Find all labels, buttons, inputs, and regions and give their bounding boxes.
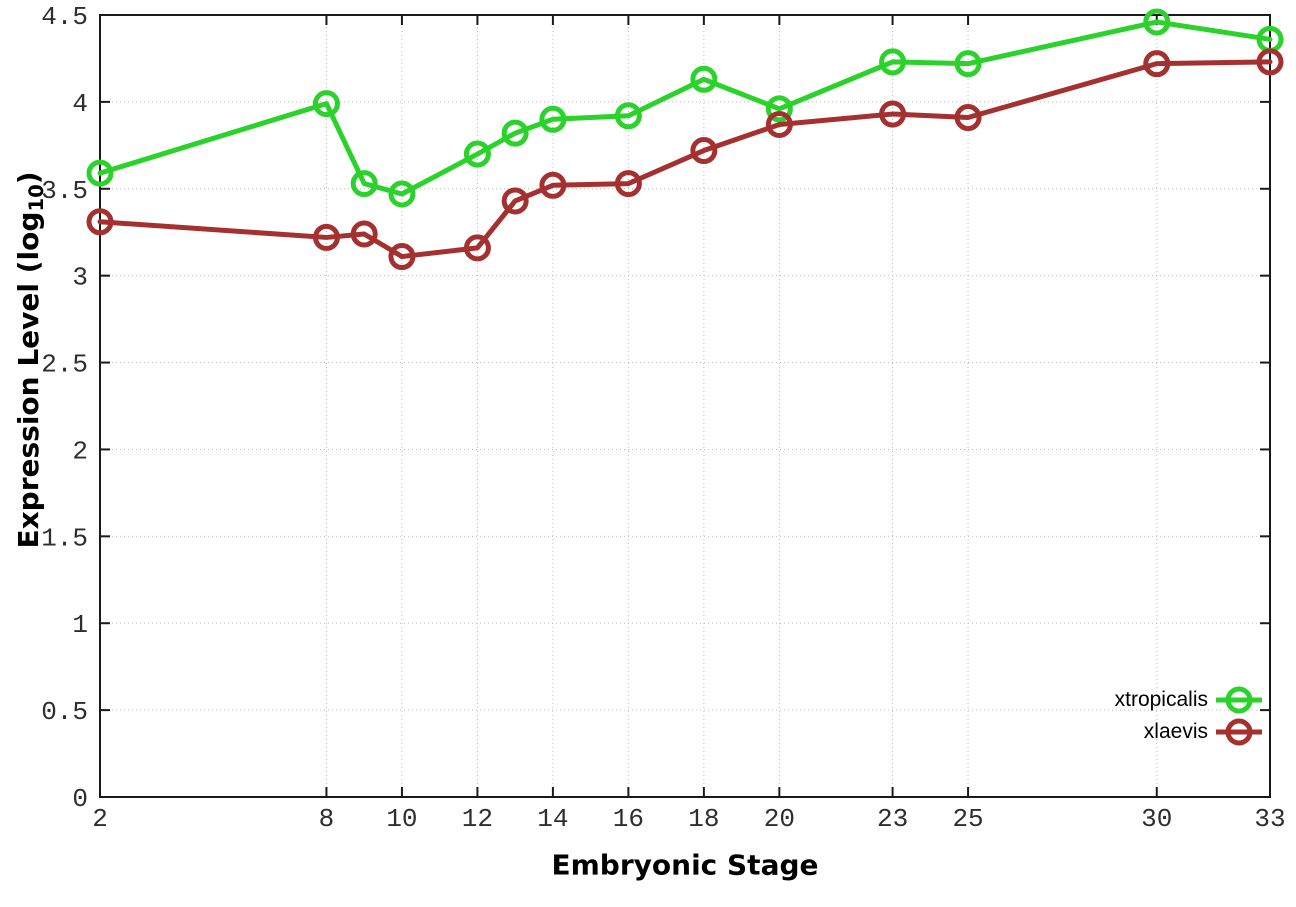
legend-label-xlaevis: xlaevis (1143, 720, 1208, 743)
y-axis-label-suffix: ) (12, 171, 46, 185)
x-tick-label-12: 12 (462, 804, 493, 834)
x-axis-label: Embryonic Stage (551, 848, 819, 882)
data-point-xlaevis-stage-23 (879, 100, 907, 128)
data-point-xlaevis-stage-9 (350, 220, 378, 248)
data-point-xtropicalis-stage-25 (954, 50, 982, 78)
y-tick-label-4.5: 4.5 (41, 2, 88, 32)
data-point-xlaevis-stage-16 (614, 170, 642, 198)
x-tick-label-20: 20 (764, 804, 795, 834)
tick-marks (99, 14, 1271, 798)
y-axis-label: Expression Level (log10) (12, 171, 48, 548)
y-tick-label-3: 3 (72, 263, 88, 293)
data-point-xtropicalis-stage-2 (86, 159, 114, 187)
data-point-xlaevis-stage-33 (1256, 48, 1284, 76)
open-circle-marker-icon (1216, 686, 1262, 714)
data-point-xtropicalis-stage-13 (501, 119, 529, 147)
data-point-xlaevis-stage-30 (1143, 50, 1171, 78)
series-xtropicalis (86, 8, 1284, 208)
data-point-xlaevis-stage-8 (312, 223, 340, 251)
y-tick-labels: 0 0.5 1 1.5 2 2.5 3 3.5 4 4.5 (41, 2, 88, 814)
x-tick-labels: 2 8 10 12 14 16 18 20 23 25 30 33 (92, 804, 1285, 834)
legend-entry-xlaevis: xlaevis (1144, 716, 1264, 748)
data-point-xlaevis-stage-10 (388, 243, 416, 271)
series-xlaevis (86, 48, 1284, 271)
legend-entry-xtropicalis: xtropicalis (1115, 684, 1264, 716)
legend: xtropicalis xlaevis (1115, 684, 1264, 748)
y-tick-label-1.5: 1.5 (41, 523, 88, 553)
y-axis-label-text: Expression Level (log (12, 211, 46, 549)
x-tick-label-2: 2 (92, 804, 108, 834)
x-tick-label-14: 14 (537, 804, 568, 834)
data-point-xtropicalis-stage-8 (312, 90, 340, 118)
y-tick-label-2.5: 2.5 (41, 350, 88, 380)
data-point-xtropicalis-stage-9 (350, 170, 378, 198)
plot-border (99, 14, 1271, 798)
open-circle-marker-icon (1216, 718, 1262, 746)
legend-label-xtropicalis: xtropicalis (1114, 688, 1208, 711)
x-tick-label-33: 33 (1254, 804, 1285, 834)
x-tick-label-18: 18 (688, 804, 719, 834)
y-tick-label-3.5: 3.5 (41, 176, 88, 206)
data-point-xtropicalis-stage-16 (614, 102, 642, 130)
x-tick-label-25: 25 (952, 804, 983, 834)
y-tick-label-2: 2 (72, 436, 88, 466)
data-point-xlaevis-stage-25 (954, 104, 982, 132)
x-tick-label-23: 23 (877, 804, 908, 834)
data-point-xtropicalis-stage-14 (539, 105, 567, 133)
data-point-xtropicalis-stage-10 (388, 180, 416, 208)
data-point-xlaevis-stage-14 (539, 171, 567, 199)
data-point-xlaevis-stage-12 (463, 234, 491, 262)
data-point-xtropicalis-stage-20 (765, 95, 793, 123)
y-tick-label-4: 4 (72, 89, 88, 119)
y-tick-label-0.5: 0.5 (41, 697, 88, 727)
data-point-xlaevis-stage-18 (690, 137, 718, 165)
data-point-xtropicalis-stage-30 (1143, 8, 1171, 36)
data-point-xlaevis-stage-13 (501, 187, 529, 215)
x-tick-label-16: 16 (613, 804, 644, 834)
series-line-xtropicalis (97, 19, 1273, 197)
y-tick-label-1: 1 (72, 610, 88, 640)
data-point-xtropicalis-stage-18 (690, 65, 718, 93)
x-tick-label-30: 30 (1141, 804, 1172, 834)
data-point-xtropicalis-stage-23 (879, 48, 907, 76)
data-point-xtropicalis-stage-12 (463, 140, 491, 168)
x-tick-label-8: 8 (319, 804, 335, 834)
gridlines (99, 14, 1271, 798)
data-point-xlaevis-stage-2 (86, 208, 114, 236)
x-tick-label-10: 10 (386, 804, 417, 834)
y-tick-label-0: 0 (72, 784, 88, 814)
data-point-xlaevis-stage-20 (765, 110, 793, 138)
y-axis-label-subscript: 10 (24, 184, 48, 212)
